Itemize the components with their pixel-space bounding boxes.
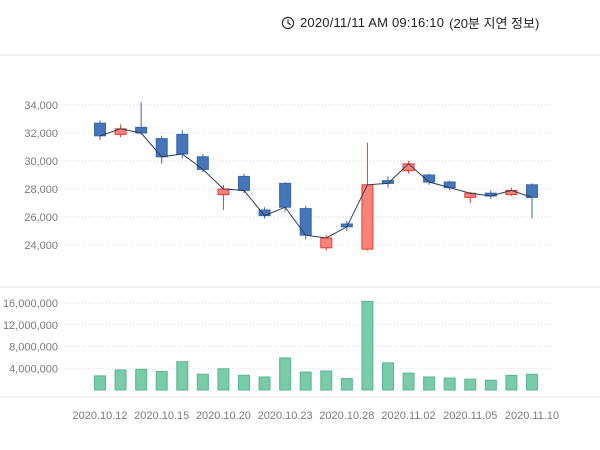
price-axis-label: 26,000 [24,212,58,224]
x-axis-label: 2020.10.15 [134,410,189,422]
volume-axis-label: 12,000,000 [3,320,58,332]
volume-bar [114,369,127,391]
volume-bar [423,376,436,391]
volume-bar [196,373,209,391]
price-axis-label: 34,000 [24,100,58,112]
delay-notice: (20분 지연 정보) [449,16,540,31]
close-price-line [99,128,533,239]
candle-body [196,156,209,170]
volume-bar [340,378,353,391]
x-axis-label: 2020.11.02 [381,410,435,422]
volume-bar [381,362,394,391]
volume-axis-label: 8,000,000 [9,342,58,354]
chart-header: 2020/11/11 AM 09:16:10 (20분 지연 정보) [281,13,539,32]
quote-timestamp: 2020/11/11 AM 09:16:10 [300,15,445,30]
volume-bar [361,300,374,391]
volume-bar [135,368,148,391]
volume-bar [176,361,189,391]
volume-bar [464,378,477,391]
x-axis-label: 2020.11.05 [443,410,497,422]
volume-bar [299,371,312,391]
candle-body [525,184,538,198]
candle-body [94,122,106,137]
candle-body [217,188,230,196]
volume-bar [279,357,292,391]
volume-bar [94,375,106,391]
candle-body [299,208,312,236]
candle-body [279,182,292,208]
x-axis-label: 2020.10.12 [72,410,127,422]
volume-axis-label: 16,000,000 [3,298,58,310]
volume-bar [525,373,538,391]
volume-bar [320,370,333,391]
price-axis-label: 28,000 [24,184,58,196]
volume-bar [237,374,250,391]
candle-body [361,184,374,250]
candle-body [176,133,189,155]
volume-bar [402,372,415,391]
clock-icon [281,16,295,30]
volume-bar [217,368,230,391]
candle-body [320,237,333,249]
x-axis-label: 2020.11.10 [505,410,559,422]
volume-bar [258,376,271,391]
volume-bar [155,371,168,391]
candle-body [237,175,250,191]
candle-body [155,138,168,158]
price-axis-label: 30,000 [24,156,58,168]
volume-bar [443,377,456,391]
volume-axis-label: 4,000,000 [9,363,58,375]
volume-bar [505,374,518,391]
volume-bar [484,379,497,391]
x-axis-label: 2020.10.23 [258,410,313,422]
price-axis-label: 32,000 [24,128,58,140]
price-axis-label: 24,000 [24,240,58,252]
x-axis-label: 2020.10.20 [196,410,251,422]
x-axis-label: 2020.10.28 [319,410,374,422]
